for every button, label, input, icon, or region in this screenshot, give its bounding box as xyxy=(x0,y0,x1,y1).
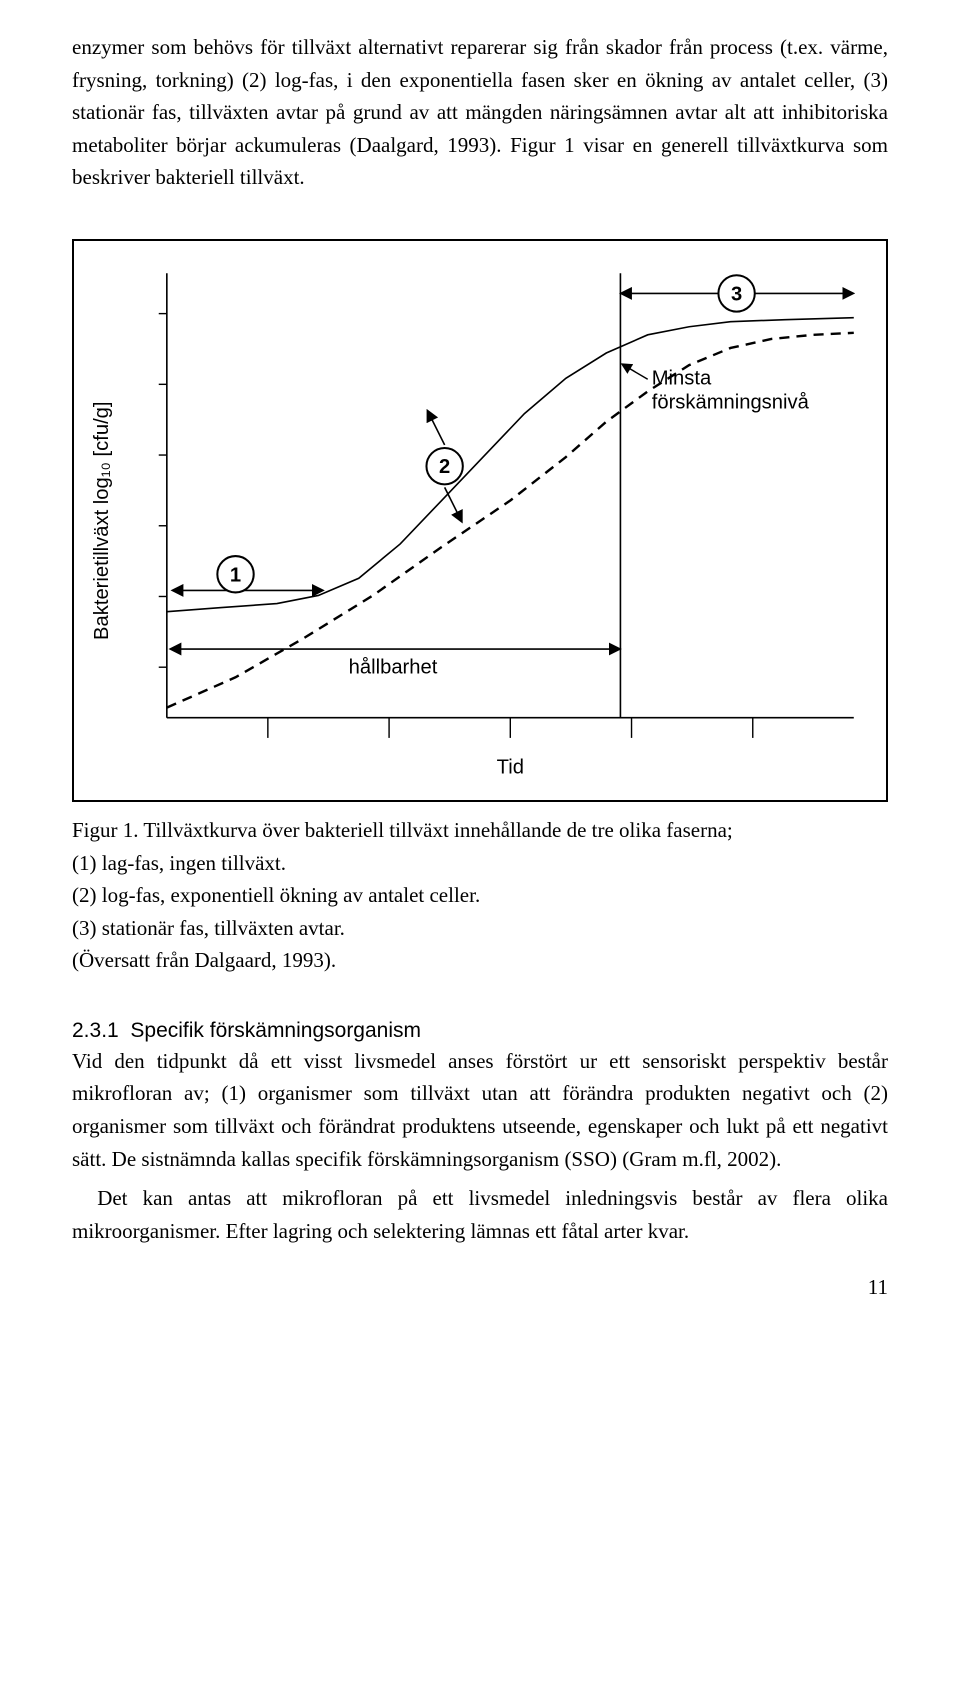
caption-line-1: Figur 1. Tillväxtkurva över bakteriell t… xyxy=(72,818,733,842)
caption-line-5: (Översatt från Dalgaard, 1993). xyxy=(72,948,336,972)
growth-curve-diagram: Bakterietillväxt log₁₀ [cfu/g] Tid xyxy=(86,253,874,788)
y-axis-label: Bakterietillväxt log₁₀ [cfu/g] xyxy=(91,401,113,639)
minsta-pointer xyxy=(625,366,647,379)
solid-growth-curve xyxy=(167,317,854,611)
hallbarhet-label: hållbarhet xyxy=(349,656,438,678)
figure-caption: Figur 1. Tillväxtkurva över bakteriell t… xyxy=(72,814,888,977)
minsta-label-2: förskämningsnivå xyxy=(652,391,810,413)
caption-line-2: (1) lag-fas, ingen tillväxt. xyxy=(72,851,286,875)
marker-3-label: 3 xyxy=(731,283,742,305)
figure-1-box: Bakterietillväxt log₁₀ [cfu/g] Tid xyxy=(72,239,888,802)
section-number: 2.3.1 xyxy=(72,1019,119,1042)
phase2-arrow-down xyxy=(445,487,460,517)
dashed-growth-curve xyxy=(167,333,854,708)
phase2-arrow-up xyxy=(429,414,444,444)
paragraph-intro: enzymer som behövs för tillväxt alternat… xyxy=(72,31,888,194)
x-axis-label: Tid xyxy=(497,756,524,778)
section-title: Specifik förskämningsorganism xyxy=(130,1019,421,1042)
marker-2-label: 2 xyxy=(439,456,450,478)
caption-line-4: (3) stationär fas, tillväxten avtar. xyxy=(72,916,345,940)
page-number: 11 xyxy=(72,1275,888,1300)
marker-1-label: 1 xyxy=(230,564,241,586)
section-heading: 2.3.1 Specifik förskämningsorganism xyxy=(72,1019,888,1043)
paragraph-section-2: Det kan antas att mikrofloran på ett liv… xyxy=(72,1182,888,1247)
caption-line-3: (2) log-fas, exponentiell ökning av anta… xyxy=(72,883,480,907)
minsta-label-1: Minsta xyxy=(652,367,712,389)
paragraph-section-1: Vid den tidpunkt då ett visst livsmedel … xyxy=(72,1045,888,1175)
